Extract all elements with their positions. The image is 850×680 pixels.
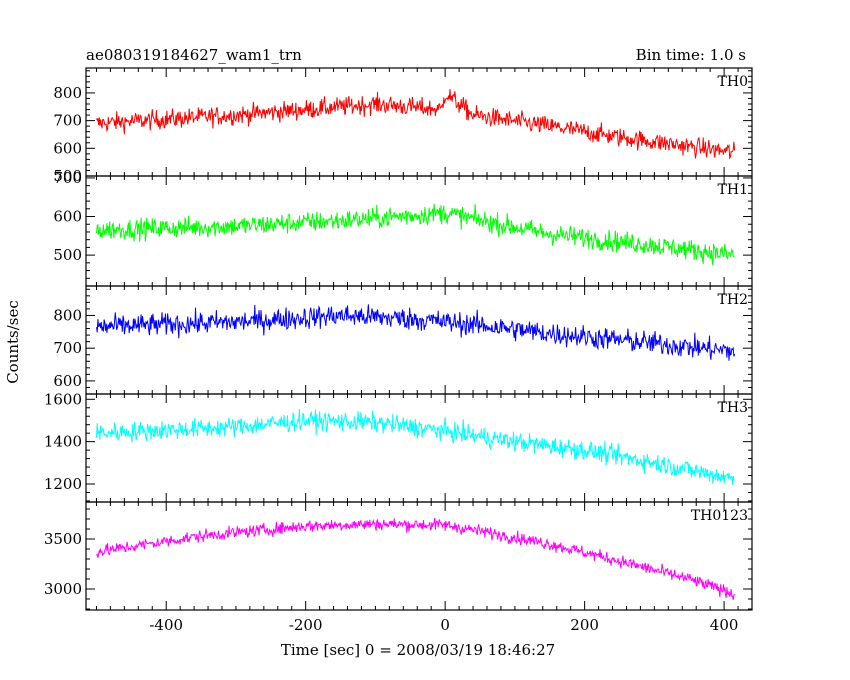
y-tick-label: 700	[53, 169, 82, 187]
panel-label: TH0123	[691, 508, 748, 524]
panel-label: TH3	[718, 400, 748, 416]
panel-label: TH0	[718, 74, 748, 90]
panel-frame	[85, 501, 753, 611]
panel-label: TH1	[718, 182, 748, 198]
panel-label: TH2	[718, 292, 748, 308]
y-tick-label: 3000	[44, 580, 82, 598]
series-th0123	[96, 517, 735, 601]
panel-th0123: 3000 3500 TH0123	[44, 501, 753, 611]
series-th1	[96, 203, 735, 266]
y-tick-label: 700	[53, 339, 82, 357]
x-axis-label: Time [sec] 0 = 2008/03/19 18:46:27	[281, 641, 555, 659]
y-tick-label: 1200	[44, 475, 82, 493]
x-tick-label: 200	[570, 616, 599, 634]
panel-th2: 600 700 800 TH2	[53, 285, 753, 395]
panel-stack: 500 600 700 800 TH0 500 600 700 TH1 600 700 800 TH2 1…	[44, 67, 753, 634]
y-tick-label: 3500	[44, 530, 82, 548]
y-tick-label: 800	[53, 306, 82, 324]
y-axis-label: Counts/sec	[4, 300, 22, 384]
y-tick-label: 500	[53, 167, 82, 185]
series-th3	[96, 408, 735, 485]
panel-frame	[85, 393, 753, 503]
series-th2	[96, 304, 736, 361]
y-tick-label: 600	[53, 139, 82, 157]
y-tick-label: 1400	[44, 433, 82, 451]
y-tick-label: 800	[53, 84, 82, 102]
panel-th3: 1200 1400 1600 TH3	[44, 390, 753, 503]
y-tick-label: 600	[53, 208, 82, 226]
y-tick-label: 600	[53, 372, 82, 390]
x-tick-label: 0	[440, 616, 450, 634]
bin-time-label: Bin time: 1.0 s	[636, 46, 746, 64]
y-tick-label: 1600	[44, 390, 82, 408]
x-tick-label: -400	[149, 616, 183, 634]
panel-th1: 500 600 700 TH1	[53, 169, 753, 287]
x-tick-label: 400	[710, 616, 739, 634]
x-tick-label: -200	[289, 616, 323, 634]
y-tick-label: 700	[53, 112, 82, 130]
panel-frame	[85, 67, 753, 177]
series-th0	[96, 88, 736, 160]
panel-th0: 500 600 700 800 TH0	[53, 67, 753, 185]
y-tick-label: 500	[53, 246, 82, 264]
panel-frame	[85, 175, 753, 287]
chart-title: ae080319184627_wam1_trn	[86, 46, 302, 64]
